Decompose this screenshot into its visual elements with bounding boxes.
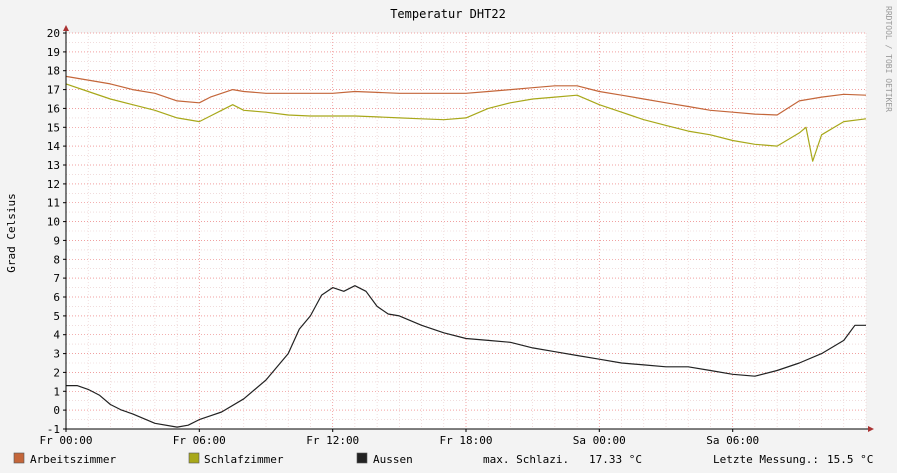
y-tick-label: 4 <box>53 329 60 342</box>
x-tick-label: Fr 00:00 <box>40 434 93 447</box>
y-tick-label: 19 <box>47 46 60 59</box>
max-value: 17.33 °C <box>589 453 642 466</box>
y-tick-label: 13 <box>47 159 60 172</box>
y-tick-label: 8 <box>53 253 60 266</box>
legend-swatch-arbeitszimmer <box>13 452 25 464</box>
y-tick-label: 14 <box>47 140 61 153</box>
last-measurement-label: Letzte Messung.: <box>713 453 819 466</box>
max-label: max. Schlazi. <box>483 453 569 466</box>
y-tick-label: 6 <box>53 291 60 304</box>
legend: Arbeitszimmer Schlafzimmer Aussen max. S… <box>13 452 873 466</box>
y-tick-label: 20 <box>47 27 60 40</box>
x-tick-label: Sa 06:00 <box>706 434 759 447</box>
y-tick-label: -1 <box>47 423 60 436</box>
last-measurement-value: 15.5 °C <box>827 453 873 466</box>
y-tick-label: 12 <box>47 178 60 191</box>
y-tick-label: 10 <box>47 216 60 229</box>
y-tick-label: 7 <box>53 272 60 285</box>
y-axis-label: Grad Celsius <box>5 193 18 272</box>
legend-swatch-schlafzimmer <box>188 452 200 464</box>
series-layer <box>65 75 867 428</box>
legend-label-arbeitszimmer: Arbeitszimmer <box>30 453 116 466</box>
y-tick-label: 2 <box>53 366 60 379</box>
y-tick-label: 18 <box>47 65 60 78</box>
y-tick-label: 5 <box>53 310 60 323</box>
x-tick-label: Fr 12:00 <box>306 434 359 447</box>
y-tick-label: 1 <box>53 385 60 398</box>
y-tick-label: 11 <box>47 197 60 210</box>
x-axis-arrow <box>868 426 874 432</box>
series-line-schlafzimmer <box>65 83 867 162</box>
x-tick-label: Sa 00:00 <box>573 434 626 447</box>
chart-title: Temperatur DHT22 <box>390 7 506 21</box>
major-grid <box>65 32 866 430</box>
y-tick-label: 17 <box>47 84 60 97</box>
y-tick-label: 15 <box>47 121 60 134</box>
x-tick-labels: Fr 00:00 Fr 06:00 Fr 12:00 Fr 18:00 Sa 00:00… <box>40 429 759 447</box>
watermark: RRDTOOL / TOBI OETIKER <box>884 6 893 112</box>
series-line-aussen <box>66 285 866 428</box>
x-tick-label: Fr 06:00 <box>173 434 226 447</box>
x-tick-label: Fr 18:00 <box>440 434 493 447</box>
axes <box>63 25 874 432</box>
y-tick-label: 0 <box>53 404 60 417</box>
y-tick-label: 16 <box>47 102 60 115</box>
y-axis-arrow <box>63 25 69 31</box>
legend-label-aussen: Aussen <box>373 453 413 466</box>
legend-label-schlafzimmer: Schlafzimmer <box>204 453 284 466</box>
y-tick-label: 3 <box>53 348 60 361</box>
y-tick-label: 9 <box>53 234 60 247</box>
series-line-arbeitszimmer <box>65 75 867 116</box>
legend-swatch-aussen <box>356 452 368 464</box>
